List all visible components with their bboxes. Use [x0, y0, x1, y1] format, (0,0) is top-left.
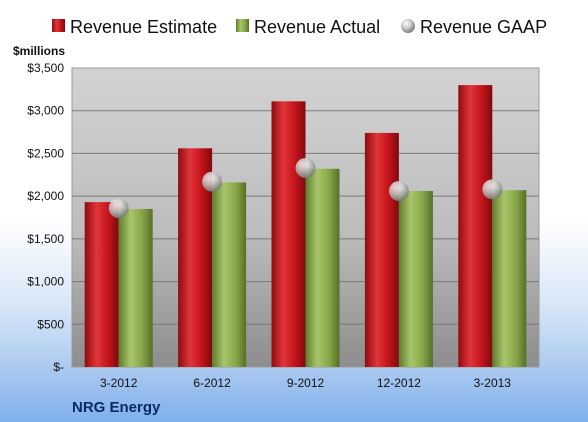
x-tick-label: 12-2012 [377, 376, 421, 390]
y-axis-unit-label: $millions [13, 44, 65, 58]
bar-revenue-actual [492, 190, 527, 367]
marker-revenue-gaap [202, 171, 223, 192]
gaap-markers [108, 157, 503, 219]
bar-revenue-actual [118, 208, 153, 367]
marker-revenue-gaap [482, 179, 503, 200]
y-tick-label: $- [53, 360, 64, 374]
y-tick-label: $3,000 [27, 104, 64, 118]
y-tick-label: $1,500 [27, 232, 64, 246]
x-tick-label: 3-2013 [474, 376, 512, 390]
y-tick-label: $500 [37, 317, 64, 331]
y-tick-label: $3,500 [27, 61, 64, 75]
legend-marker-revenue-gaap [401, 19, 415, 33]
bar-revenue-actual [398, 191, 433, 367]
chart-legend: Revenue Estimate Revenue Actual Revenue … [52, 17, 547, 37]
bar-revenue-estimate [364, 132, 399, 367]
x-tick-label: 3-2012 [100, 376, 138, 390]
bar-revenue-estimate [271, 101, 306, 368]
marker-revenue-gaap [295, 157, 316, 178]
y-tick-label: $2,000 [27, 189, 64, 203]
y-tick-label: $2,500 [27, 146, 64, 160]
legend-swatch-revenue-estimate [52, 19, 65, 32]
company-name: NRG Energy [72, 399, 161, 416]
legend-label-revenue-estimate: Revenue Estimate [70, 17, 217, 37]
bars [84, 85, 527, 368]
bar-revenue-actual [212, 182, 247, 367]
legend-label-revenue-actual: Revenue Actual [254, 17, 380, 37]
bar-revenue-actual [305, 168, 340, 367]
y-tick-label: $1,000 [27, 275, 64, 289]
x-axis-ticks: 3-2012 6-2012 9-2012 12-2012 3-2013 [100, 376, 511, 390]
legend-swatch-revenue-actual [236, 19, 249, 32]
marker-revenue-gaap [108, 198, 129, 219]
legend-label-revenue-gaap: Revenue GAAP [420, 17, 547, 37]
bar-revenue-estimate [458, 85, 493, 367]
y-axis-ticks: $- $500 $1,000 $1,500 $2,000 $2,500 $3,000 $3,5… [27, 61, 64, 374]
x-tick-label: 9-2012 [287, 376, 325, 390]
x-tick-label: 6-2012 [193, 376, 231, 390]
marker-revenue-gaap [388, 181, 409, 202]
bar-revenue-estimate [84, 202, 119, 367]
